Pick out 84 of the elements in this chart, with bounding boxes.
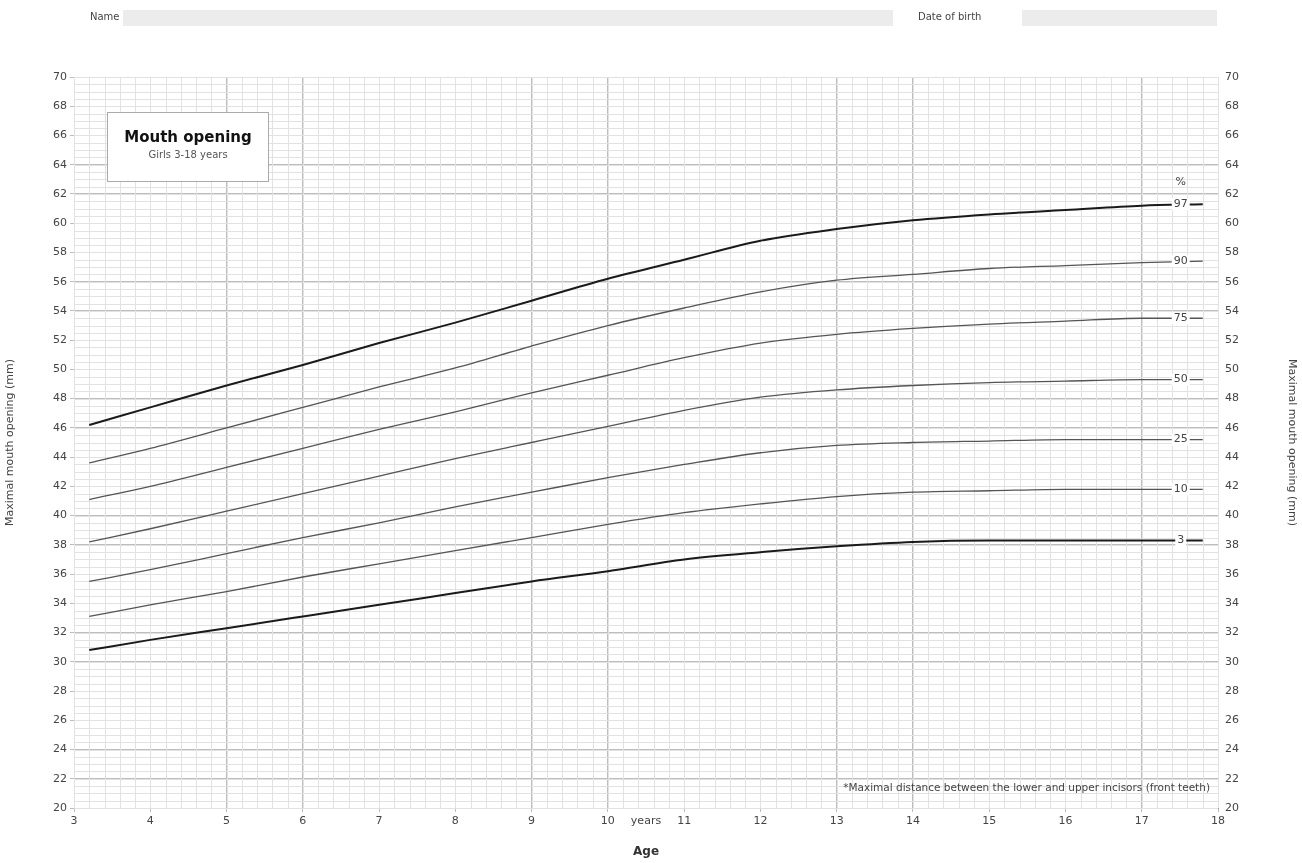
- y2-tick-label: 28: [1225, 683, 1239, 697]
- y2-tick-label: 36: [1225, 566, 1239, 580]
- y-tick-label: 48: [53, 391, 67, 405]
- y2-tick-label: 32: [1225, 625, 1239, 639]
- y-tick-label: 40: [53, 508, 67, 522]
- text: Name: [90, 11, 120, 22]
- x-tick-label: 6: [299, 814, 307, 828]
- y-tick-label: 66: [53, 128, 67, 142]
- y-tick-label: 54: [53, 303, 67, 317]
- x-tick-label: 13: [829, 814, 844, 828]
- series-label: 97: [1173, 197, 1188, 211]
- y2-tick-label: 26: [1225, 713, 1239, 727]
- y-tick-label: 56: [53, 274, 67, 288]
- x-tick-label: 3: [70, 814, 78, 828]
- y-tick-label: 26: [53, 713, 67, 727]
- y2-tick-label: 30: [1225, 654, 1239, 668]
- x-tick-label: 11: [677, 814, 692, 828]
- x-tick-label: 18: [1211, 814, 1225, 828]
- y-tick-label: 64: [53, 157, 67, 171]
- y2-tick-label: 62: [1225, 186, 1239, 200]
- x-tick-label: years: [630, 814, 662, 828]
- y2-tick-label: 60: [1225, 216, 1239, 230]
- y-tick-label: 50: [53, 362, 67, 376]
- x-tick-label: 4: [146, 814, 154, 828]
- y-tick-label: 62: [53, 186, 67, 200]
- y2-tick-label: 42: [1225, 479, 1239, 493]
- y2-tick-label: 24: [1225, 742, 1239, 756]
- y-tick-label: 70: [53, 69, 67, 83]
- y-tick-label: 28: [53, 683, 67, 697]
- y2-tick-label: 66: [1225, 128, 1239, 142]
- legend-title: %: [1175, 175, 1186, 189]
- y-tick-label: 44: [53, 449, 67, 463]
- x-tick-label: 17: [1134, 814, 1149, 828]
- title-frame: Mouth opening Girls 3-18 years: [107, 112, 269, 182]
- y-axis-title: Maximal mouth opening (mm): [3, 359, 17, 526]
- y-tick-label: 42: [53, 479, 67, 493]
- x-tick-label: 8: [451, 814, 459, 828]
- series-label: 50: [1173, 372, 1188, 386]
- x-tick-label: 7: [375, 814, 383, 828]
- y-tick-label: 60: [53, 216, 67, 230]
- series-label: 10: [1173, 482, 1188, 496]
- series-label: 25: [1173, 432, 1188, 446]
- y-tick-label: 22: [53, 771, 67, 785]
- y2-tick-label: 20: [1225, 800, 1239, 814]
- x-tick-label: 12: [753, 814, 768, 828]
- y2-tick-label: 38: [1225, 537, 1239, 551]
- y2-tick-label: 52: [1225, 333, 1239, 347]
- text: Date of birth: [918, 11, 982, 22]
- y2-tick-label: 56: [1225, 274, 1239, 288]
- y2-axis-title: Maximal mouth opening (mm): [1285, 359, 1299, 526]
- x-tick-label: 16: [1058, 814, 1073, 828]
- x-tick-label: 15: [982, 814, 997, 828]
- x-tick-label: 14: [905, 814, 920, 828]
- y2-tick-label: 58: [1225, 245, 1239, 259]
- y2-tick-label: 50: [1225, 362, 1239, 376]
- y-tick-label: 20: [53, 800, 67, 814]
- y-tick-label: 52: [53, 333, 67, 347]
- y-tick-label: 32: [53, 625, 67, 639]
- y-tick-label: 38: [53, 537, 67, 551]
- y-tick-label: 68: [53, 99, 67, 113]
- y-tick-label: 34: [53, 596, 67, 610]
- y2-tick-label: 48: [1225, 391, 1239, 405]
- x-axis-title: Age: [632, 843, 660, 858]
- y2-tick-label: 46: [1225, 420, 1239, 434]
- y-tick-label: 36: [53, 566, 67, 580]
- y-tick-label: 58: [53, 245, 67, 259]
- y-tick-label: 24: [53, 742, 67, 756]
- y2-tick-label: 22: [1225, 771, 1239, 785]
- series-label: 90: [1173, 254, 1188, 268]
- series-label: 75: [1173, 311, 1188, 325]
- y2-tick-label: 64: [1225, 157, 1239, 171]
- y2-tick-label: 34: [1225, 596, 1239, 610]
- y-tick-label: 30: [53, 654, 67, 668]
- annotation: *Maximal distance between the lower and upper incisors (front teeth): [843, 780, 1210, 793]
- x-tick-label: 10: [600, 814, 615, 828]
- x-tick-label: 9: [528, 814, 536, 828]
- x-tick-label: 5: [223, 814, 231, 828]
- series-label: 3: [1177, 533, 1185, 547]
- y2-tick-label: 54: [1225, 303, 1239, 317]
- y2-tick-label: 44: [1225, 449, 1239, 463]
- y2-tick-label: 40: [1225, 508, 1239, 522]
- y2-tick-label: 70: [1225, 69, 1239, 83]
- y2-tick-label: 68: [1225, 99, 1239, 113]
- y-tick-label: 46: [53, 420, 67, 434]
